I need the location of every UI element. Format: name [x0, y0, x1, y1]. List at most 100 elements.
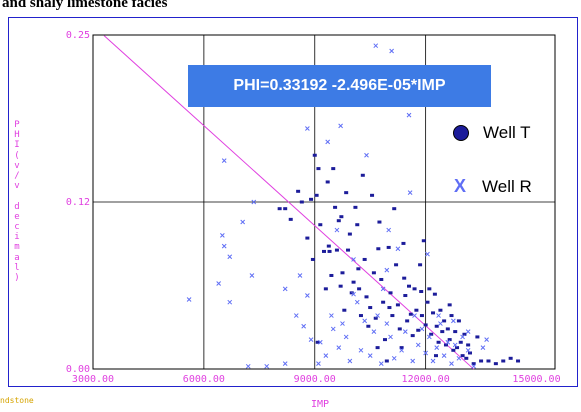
y-axis-label-char: I: [14, 140, 20, 151]
well-r-point: [351, 257, 356, 262]
well-r-point: [386, 227, 392, 233]
well-r-point: [441, 353, 447, 358]
well-r-point: [407, 190, 413, 196]
well-t-point: [403, 294, 408, 298]
well-t-point: [501, 359, 506, 363]
well-r-point: [419, 326, 425, 332]
y-tick-label: 0.25: [66, 30, 90, 41]
legend-label-well-t: Well T: [483, 123, 531, 142]
well-r-point: [216, 281, 222, 286]
y-axis-label-char: e: [14, 211, 20, 222]
well-t-point: [347, 232, 352, 236]
well-r-point: [430, 358, 436, 364]
well-t-point: [377, 220, 382, 224]
well-r-point: [362, 318, 368, 324]
well-r-point: [186, 297, 192, 302]
well-t-point: [436, 340, 441, 344]
well-t-point: [323, 287, 328, 291]
well-t-point: [310, 257, 315, 261]
well-r-point: [451, 318, 456, 324]
well-r-point: [251, 199, 257, 205]
well-r-point: [456, 355, 462, 361]
well-t-point: [326, 244, 331, 248]
well-t-point: [425, 300, 430, 304]
well-r-point: [415, 342, 421, 348]
well-t-point: [479, 359, 484, 363]
well-t-point: [312, 153, 317, 157]
well-t-point: [493, 362, 498, 366]
well-r-point: [343, 334, 349, 340]
well-r-point: [264, 363, 270, 369]
y-axis-label-char: ): [14, 273, 20, 284]
well-t-point: [449, 314, 454, 318]
well-r-point: [347, 358, 353, 364]
well-r-point: [358, 347, 364, 353]
well-t-point: [455, 346, 460, 350]
well-r-point: [460, 334, 465, 340]
well-r-point: [410, 358, 416, 364]
well-t-point: [353, 205, 358, 209]
well-t-point: [356, 267, 361, 271]
x-tick-label: 3000.00: [72, 374, 114, 385]
well-t-point: [394, 263, 399, 267]
well-r-point: [305, 126, 310, 131]
well-t-point: [414, 308, 419, 312]
well-t-point: [412, 287, 417, 291]
well-t-point: [462, 332, 467, 336]
well-t-point: [418, 263, 423, 267]
well-r-point: [364, 152, 369, 158]
well-r-point: [293, 313, 299, 318]
well-t-point: [423, 323, 428, 327]
well-t-point: [360, 173, 365, 177]
well-t-point: [392, 207, 397, 211]
well-t-point: [331, 167, 336, 171]
well-t-point: [327, 249, 332, 253]
well-t-point: [456, 319, 461, 323]
y-tick-label: 0.12: [66, 197, 90, 208]
well-r-point: [308, 337, 314, 342]
well-t-point: [427, 287, 432, 291]
y-axis-label-char: v: [14, 160, 20, 171]
well-r-point: [373, 43, 379, 49]
well-r-point: [388, 334, 393, 340]
well-t-point: [358, 314, 363, 318]
well-r-point: [480, 345, 486, 350]
well-t-point: [351, 280, 356, 284]
well-t-point: [387, 306, 392, 310]
figure-caption: and shaly limestone facies: [2, 0, 168, 11]
well-t-point: [407, 284, 412, 288]
well-r-point: [406, 112, 412, 118]
well-t-point: [336, 219, 341, 223]
well-t-point: [390, 314, 395, 318]
well-r-marker-icon: X: [453, 176, 466, 196]
well-t-point: [346, 248, 351, 252]
well-t-point: [344, 191, 349, 195]
well-r-point: [378, 361, 384, 367]
legend-label-well-r: Well R: [482, 176, 532, 196]
y-axis-label-char: H: [14, 130, 20, 141]
well-r-point: [380, 286, 386, 292]
well-t-point: [438, 308, 443, 312]
y-axis-label-char: d: [14, 201, 20, 212]
well-r-point: [325, 139, 331, 145]
y-axis-label-char: a: [14, 252, 20, 263]
well-t-point: [419, 314, 424, 318]
well-t-point: [314, 193, 319, 197]
well-t-point: [445, 327, 450, 331]
well-r-point: [240, 219, 246, 225]
well-r-point: [351, 291, 356, 297]
well-t-point: [508, 356, 513, 360]
well-t-point: [373, 316, 378, 320]
well-t-point: [334, 248, 339, 252]
well-t-point: [431, 311, 436, 315]
regression-equation: PHI=0.33192 -2.496E-05*IMP: [233, 77, 446, 94]
well-t-point: [395, 303, 400, 307]
well-r-point: [227, 299, 233, 305]
well-t-point: [315, 340, 320, 344]
well-r-point: [434, 345, 440, 350]
well-t-point: [397, 327, 402, 331]
well-t-point: [342, 308, 347, 312]
x-tick-label: 15000.00: [512, 374, 560, 385]
well-t-marker-icon: [453, 125, 469, 141]
well-t-point: [364, 295, 369, 299]
